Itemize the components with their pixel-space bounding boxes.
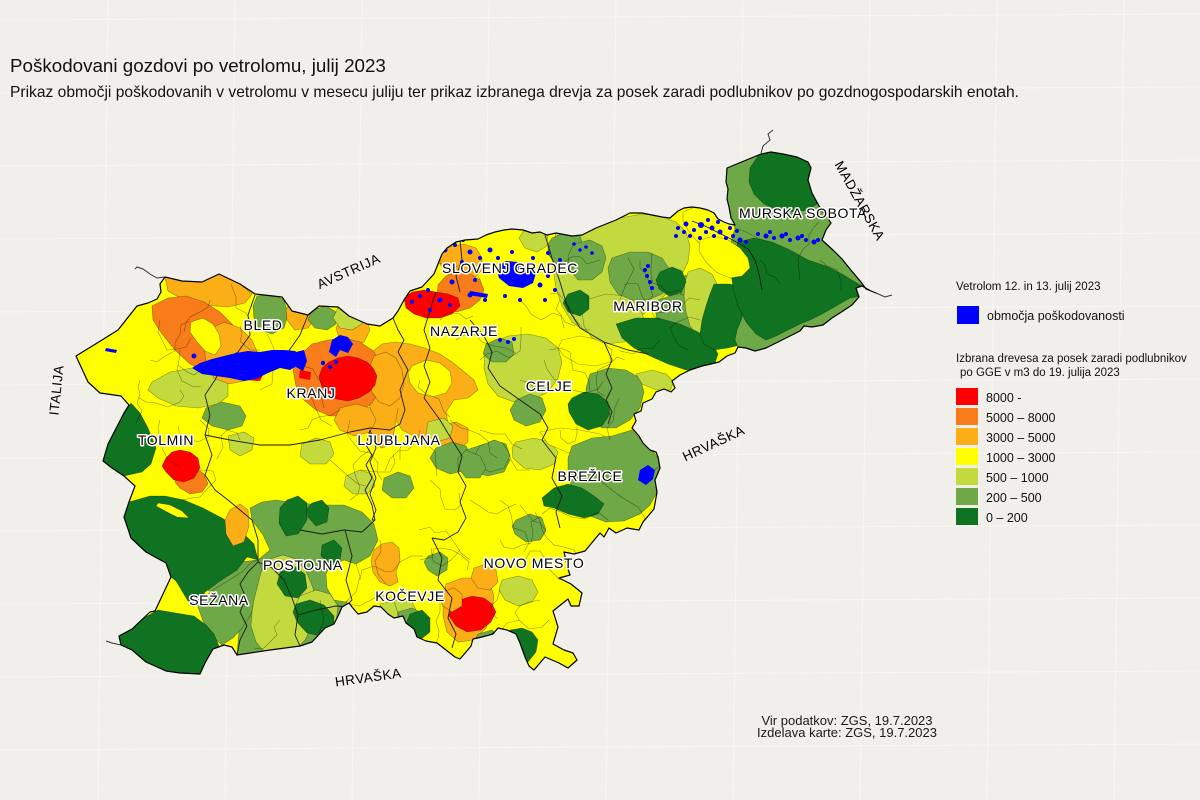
svg-text:1000 – 3000: 1000 – 3000 xyxy=(986,451,1056,465)
svg-text:Izbrana drevesa za posek zarad: Izbrana drevesa za posek zaradi podlubni… xyxy=(956,353,1187,365)
svg-text:ITALIJA: ITALIJA xyxy=(46,364,66,416)
svg-text:območja poškodovanosti: območja poškodovanosti xyxy=(987,309,1125,323)
svg-text:BREŽICE: BREŽICE xyxy=(558,468,623,484)
svg-text:3000 – 5000: 3000 – 5000 xyxy=(986,431,1056,445)
svg-text:KRANJ: KRANJ xyxy=(287,385,336,401)
svg-text:CELJE: CELJE xyxy=(526,378,573,394)
svg-text:500 – 1000: 500 – 1000 xyxy=(986,471,1049,485)
svg-text:MURSKA SOBOTA: MURSKA SOBOTA xyxy=(739,205,867,221)
svg-text:KOČEVJE: KOČEVJE xyxy=(375,588,445,604)
svg-text:200 – 500: 200 – 500 xyxy=(986,491,1042,505)
svg-text:SEŽANA: SEŽANA xyxy=(189,592,249,608)
svg-text:BLED: BLED xyxy=(244,317,283,333)
svg-text:po GGE v m3 do 19. julija 2023: po GGE v m3 do 19. julija 2023 xyxy=(960,367,1120,379)
svg-text:0 – 200: 0 – 200 xyxy=(986,511,1028,525)
svg-text:Vir podatkov: ZGS, 19.7.2023: Vir podatkov: ZGS, 19.7.2023 xyxy=(761,713,932,728)
svg-text:LJUBLJANA: LJUBLJANA xyxy=(357,432,440,448)
svg-text:TOLMIN: TOLMIN xyxy=(138,432,194,448)
svg-text:NOVO MESTO: NOVO MESTO xyxy=(484,555,585,571)
svg-text:Poškodovani gozdovi po vetrolo: Poškodovani gozdovi po vetrolomu, julij … xyxy=(10,55,386,76)
svg-text:SLOVENJ GRADEC: SLOVENJ GRADEC xyxy=(442,260,578,276)
svg-text:8000 -: 8000 - xyxy=(986,391,1021,405)
svg-text:NAZARJE: NAZARJE xyxy=(430,323,498,339)
svg-text:MARIBOR: MARIBOR xyxy=(613,298,683,314)
svg-text:5000 – 8000: 5000 – 8000 xyxy=(986,411,1056,425)
svg-text:Izdelava karte: ZGS, 19.7.2023: Izdelava karte: ZGS, 19.7.2023 xyxy=(757,725,937,740)
svg-text:Vetrolom 12. in 13. julij 2023: Vetrolom 12. in 13. julij 2023 xyxy=(956,281,1100,293)
svg-text:Prikaz območji poškodovanih v: Prikaz območji poškodovanih v vetrolomu … xyxy=(10,84,1019,101)
svg-text:POSTOJNA: POSTOJNA xyxy=(263,557,343,573)
